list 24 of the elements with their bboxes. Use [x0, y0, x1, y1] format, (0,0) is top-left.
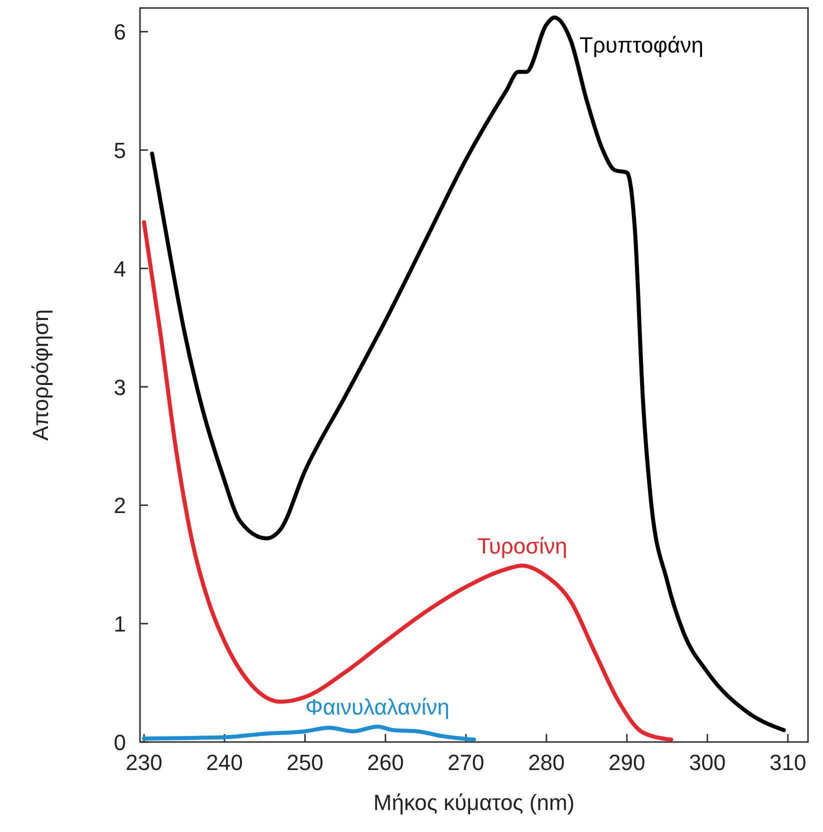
x-tick-label: 230 — [126, 750, 162, 775]
y-tick-label: 5 — [114, 138, 126, 164]
y-tick-label: 1 — [114, 612, 126, 637]
x-tick-label: 280 — [528, 750, 565, 775]
x-tick-label: 290 — [608, 750, 646, 775]
x-tick-label: 240 — [206, 750, 243, 775]
line-series — [142, 220, 674, 742]
x-tick-label: 270 — [448, 750, 484, 775]
x-axis-title: Μήκος κύματος (nm) — [373, 790, 575, 815]
series-label: Τυροσίνη — [477, 534, 568, 559]
x-tick-label: 300 — [689, 750, 726, 775]
y-tick-label: 0 — [114, 730, 126, 755]
y-tick-label: 6 — [114, 20, 126, 45]
y-tick-label: 2 — [114, 493, 126, 518]
series-label: Τρυπτοφάνη — [579, 32, 704, 58]
y-tick-label: 3 — [114, 374, 126, 400]
x-tick-label: 260 — [367, 750, 404, 775]
series-label: Φαινυλαλανίνη — [305, 694, 450, 720]
x-tick-label: 250 — [286, 750, 324, 775]
x-tick-label: 310 — [770, 750, 806, 775]
line-series — [142, 724, 476, 742]
line-series — [150, 15, 786, 732]
y-axis-title: Απορρόφηση — [28, 309, 53, 441]
y-tick-label: 4 — [114, 256, 126, 282]
